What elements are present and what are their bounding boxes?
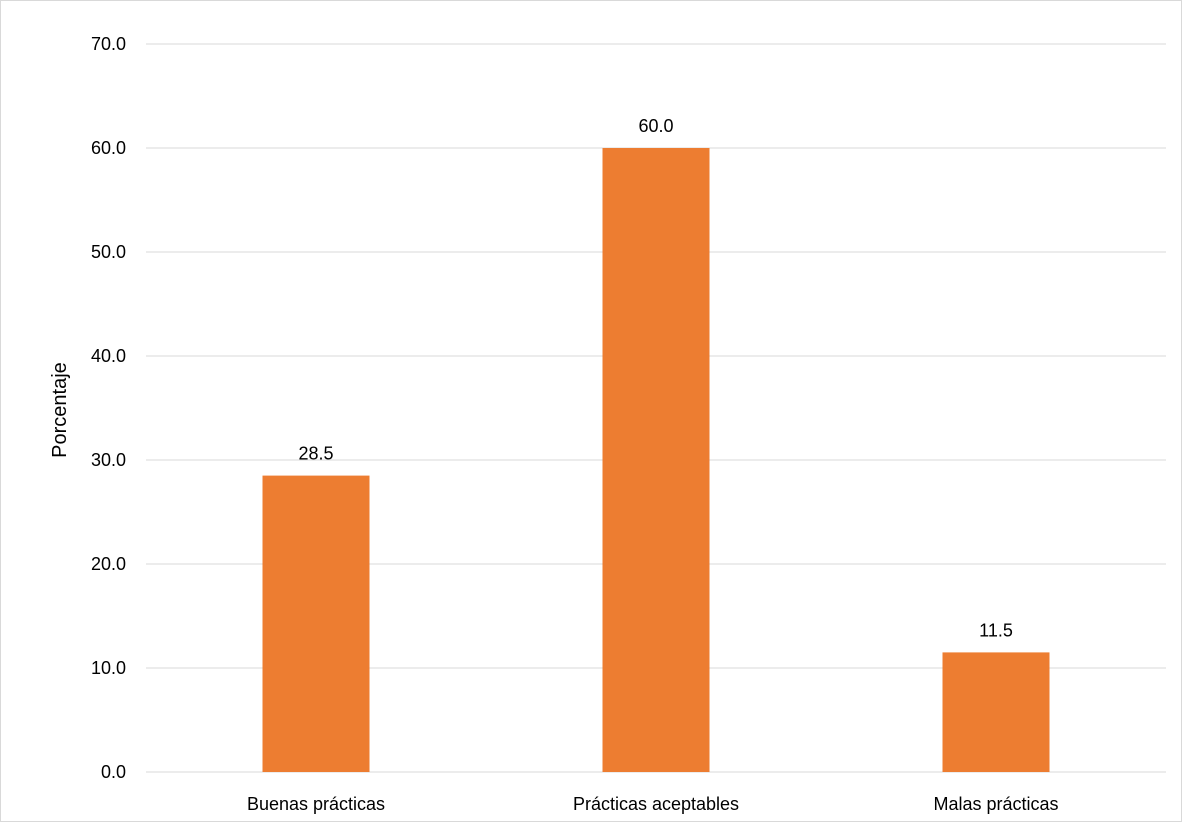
bars — [262, 148, 1050, 772]
y-tick-label: 50.0 — [91, 242, 126, 262]
y-tick-label: 60.0 — [91, 138, 126, 158]
data-label: 11.5 — [979, 620, 1013, 640]
bar — [942, 652, 1050, 772]
data-labels: 28.5 60.0 11.5 — [298, 116, 1012, 640]
y-tick-label: 70.0 — [91, 34, 126, 54]
data-label: 28.5 — [298, 444, 333, 464]
y-axis-ticks: 0.0 10.0 20.0 30.0 40.0 50.0 60.0 70.0 — [91, 34, 126, 782]
data-label: 60.0 — [638, 116, 673, 136]
y-tick-label: 40.0 — [91, 346, 126, 366]
x-axis-ticks: Buenas prácticas Prácticas aceptables Mala… — [247, 794, 1059, 814]
bar — [262, 475, 370, 772]
bar — [602, 148, 710, 772]
x-tick-label: Malas prácticas — [933, 794, 1058, 814]
x-tick-label: Buenas prácticas — [247, 794, 385, 814]
y-axis-title: Porcentaje — [49, 362, 71, 458]
y-tick-label: 0.0 — [101, 762, 126, 782]
x-tick-label: Prácticas aceptables — [573, 794, 739, 814]
y-tick-label: 20.0 — [91, 554, 126, 574]
y-tick-label: 10.0 — [91, 658, 126, 678]
y-tick-label: 30.0 — [91, 450, 126, 470]
